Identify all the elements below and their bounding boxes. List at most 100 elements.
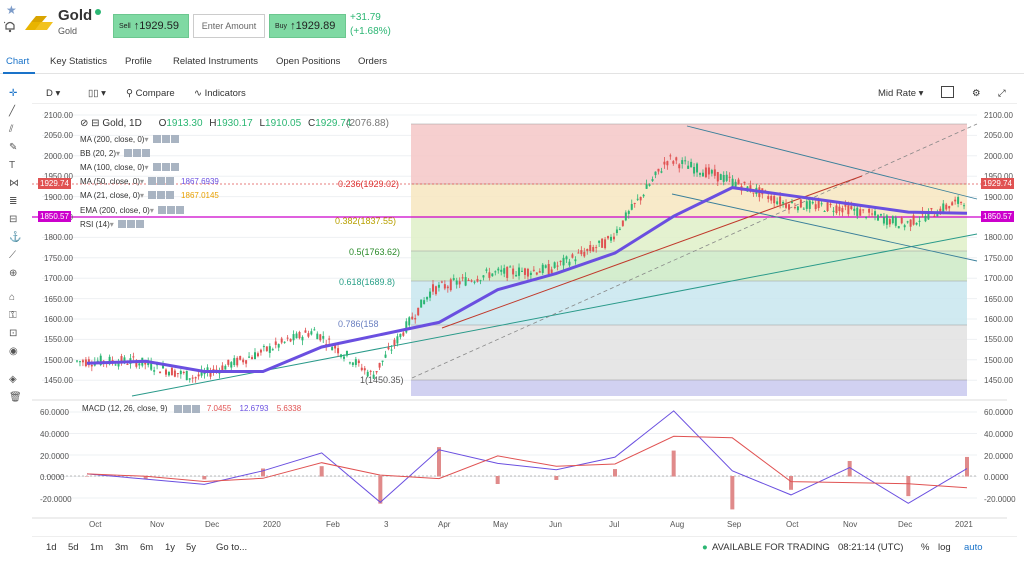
indicator-row[interactable]: MA (100, close, 0) ▾ [80, 161, 186, 173]
fullscreen-box-icon[interactable] [941, 86, 954, 98]
indicator-settings-icons[interactable] [124, 149, 151, 158]
chevron-down-icon[interactable]: ▾ [109, 219, 114, 229]
range-6m[interactable]: 6m [140, 542, 154, 553]
candle-body [820, 203, 823, 205]
candle-body [556, 265, 559, 267]
chevron-down-icon[interactable]: ▾ [116, 148, 121, 158]
macd-histogram-bar [437, 447, 441, 477]
percent-toggle[interactable]: % [921, 542, 930, 553]
macd-histogram-bar [495, 476, 500, 485]
indicator-settings-icons[interactable] [152, 135, 180, 144]
parallel-lines-icon[interactable]: ⫽ [9, 124, 14, 135]
candle-body [633, 203, 636, 205]
interval-select[interactable]: D ▾ [46, 88, 61, 99]
candle-body [945, 204, 948, 210]
candle-type-icon[interactable]: ▯▯ ▾ [88, 88, 106, 99]
indicators-button[interactable]: ∿ Indicators [194, 88, 246, 99]
bell-icon[interactable] [3, 20, 18, 34]
fib-icon[interactable]: ≣ [9, 196, 18, 207]
indicator-value: 1867.6939 [181, 176, 219, 186]
indicator-row[interactable]: MA (21, close, 0) ▾ 1867.0145 [80, 189, 219, 201]
expand-icon[interactable]: ⤢ [998, 88, 1006, 99]
tab-key-statistics[interactable]: Key Statistics [50, 56, 108, 67]
trend-line-icon[interactable]: ╱ [9, 106, 16, 117]
lock-icon-2[interactable]: ⊡ [9, 328, 18, 339]
indicator-settings-icons[interactable] [148, 177, 175, 186]
chevron-down-icon[interactable]: ▾ [144, 162, 149, 172]
low-value: 1910.05 [265, 118, 302, 129]
candle-body [251, 357, 254, 360]
range-1m[interactable]: 1m [90, 542, 104, 553]
indicator-row[interactable]: MA (50, close, 0) ▾ 1867.6939 [80, 175, 219, 187]
candle-body [150, 362, 153, 370]
zoom-icon[interactable]: ⊕ [9, 268, 18, 279]
sell-button[interactable]: Sell ↑1929.59 [113, 14, 189, 38]
trash-icon[interactable]: 🗑 [9, 392, 22, 403]
macd-settings-icons[interactable] [173, 404, 201, 413]
candle-body [782, 202, 785, 204]
chevron-down-icon[interactable]: ▾ [144, 134, 149, 144]
home-icon[interactable]: ⌂ [9, 292, 16, 303]
chevron-down-icon[interactable]: ▾ [140, 176, 145, 186]
candle-body [681, 160, 684, 164]
indicator-row[interactable]: BB (20, 2) ▾ [80, 147, 157, 159]
candle-body [274, 341, 277, 345]
indicator-row[interactable]: RSI (14) ▾ [80, 218, 151, 230]
candle-body [604, 239, 607, 249]
chevron-down-icon[interactable]: ▾ [140, 190, 145, 200]
macd-histogram-bar [906, 476, 911, 497]
candle-body [461, 277, 464, 279]
lock-icon[interactable]: ⚿ [9, 310, 17, 321]
price-tick-label: 2000.00 [984, 151, 1013, 161]
compare-button[interactable]: ⚲ Compare [126, 88, 175, 99]
range-5d[interactable]: 5d [68, 542, 79, 553]
range-3m[interactable]: 3m [115, 542, 129, 553]
ruler-icon[interactable]: ⟋ [9, 250, 16, 261]
collapse-icon[interactable]: ⊘ ⊟ [80, 118, 100, 129]
indicator-settings-icons[interactable] [152, 163, 180, 172]
layers-icon[interactable]: ◈ [9, 374, 17, 385]
tab-related-instruments[interactable]: Related Instruments [173, 56, 259, 67]
indicator-row[interactable]: EMA (200, close, 0) ▾ [80, 204, 191, 216]
pattern-icon[interactable]: ⋈ [9, 178, 19, 189]
tab-open-positions[interactable]: Open Positions [276, 56, 341, 67]
magnet-icon[interactable]: ⚓ [9, 232, 22, 243]
log-toggle[interactable]: log [938, 542, 951, 553]
candle-body [405, 321, 408, 333]
price-chart[interactable] [32, 106, 1017, 530]
indicator-settings-icons[interactable] [117, 220, 145, 229]
amount-input[interactable]: Enter Amount [193, 14, 265, 38]
auto-toggle[interactable]: auto [964, 542, 983, 553]
candle-body [268, 346, 271, 353]
eye-icon[interactable]: ◉ [9, 346, 18, 357]
star-icon[interactable]: ★ [6, 3, 17, 17]
gear-icon[interactable]: ⚙ [972, 88, 981, 99]
measure-icon[interactable]: ⊟ [9, 214, 18, 225]
chart-toolbar: D ▾ ▯▯ ▾ ⚲ Compare ∿ Indicators Mid Rate… [32, 82, 1017, 104]
mid-rate-select[interactable]: Mid Rate ▾ [878, 88, 924, 99]
fib-level-label: 0.618(1689.8) [339, 277, 396, 287]
tab-profile[interactable]: Profile [125, 56, 152, 67]
tab-chart[interactable]: Chart [6, 56, 30, 67]
range-5y[interactable]: 5y [186, 542, 197, 553]
candle-body [553, 262, 556, 268]
trading-status: AVAILABLE FOR TRADING [712, 542, 830, 553]
macd-histogram-bar [554, 476, 559, 480]
indicator-row[interactable]: MA (200, close, 0) ▾ [80, 133, 186, 145]
candle-body [571, 254, 574, 258]
brush-icon[interactable]: ✎ [9, 142, 18, 153]
indicator-settings-icons[interactable] [148, 191, 175, 200]
tab-orders[interactable]: Orders [358, 56, 388, 67]
crosshair-icon[interactable]: ✛ [9, 88, 18, 99]
indicator-settings-icons[interactable] [157, 206, 185, 215]
buy-button[interactable]: Buy ↑1929.89 [269, 14, 346, 38]
goto-button[interactable]: Go to... [216, 542, 248, 553]
range-1y[interactable]: 1y [165, 542, 176, 553]
macd-histogram-bar [847, 460, 852, 477]
text-icon[interactable]: T [9, 160, 16, 171]
candle-body [434, 286, 437, 295]
candle-body [595, 247, 598, 249]
candle-body [494, 271, 497, 273]
range-1d[interactable]: 1d [46, 542, 57, 553]
chevron-down-icon[interactable]: ▾ [149, 205, 154, 215]
